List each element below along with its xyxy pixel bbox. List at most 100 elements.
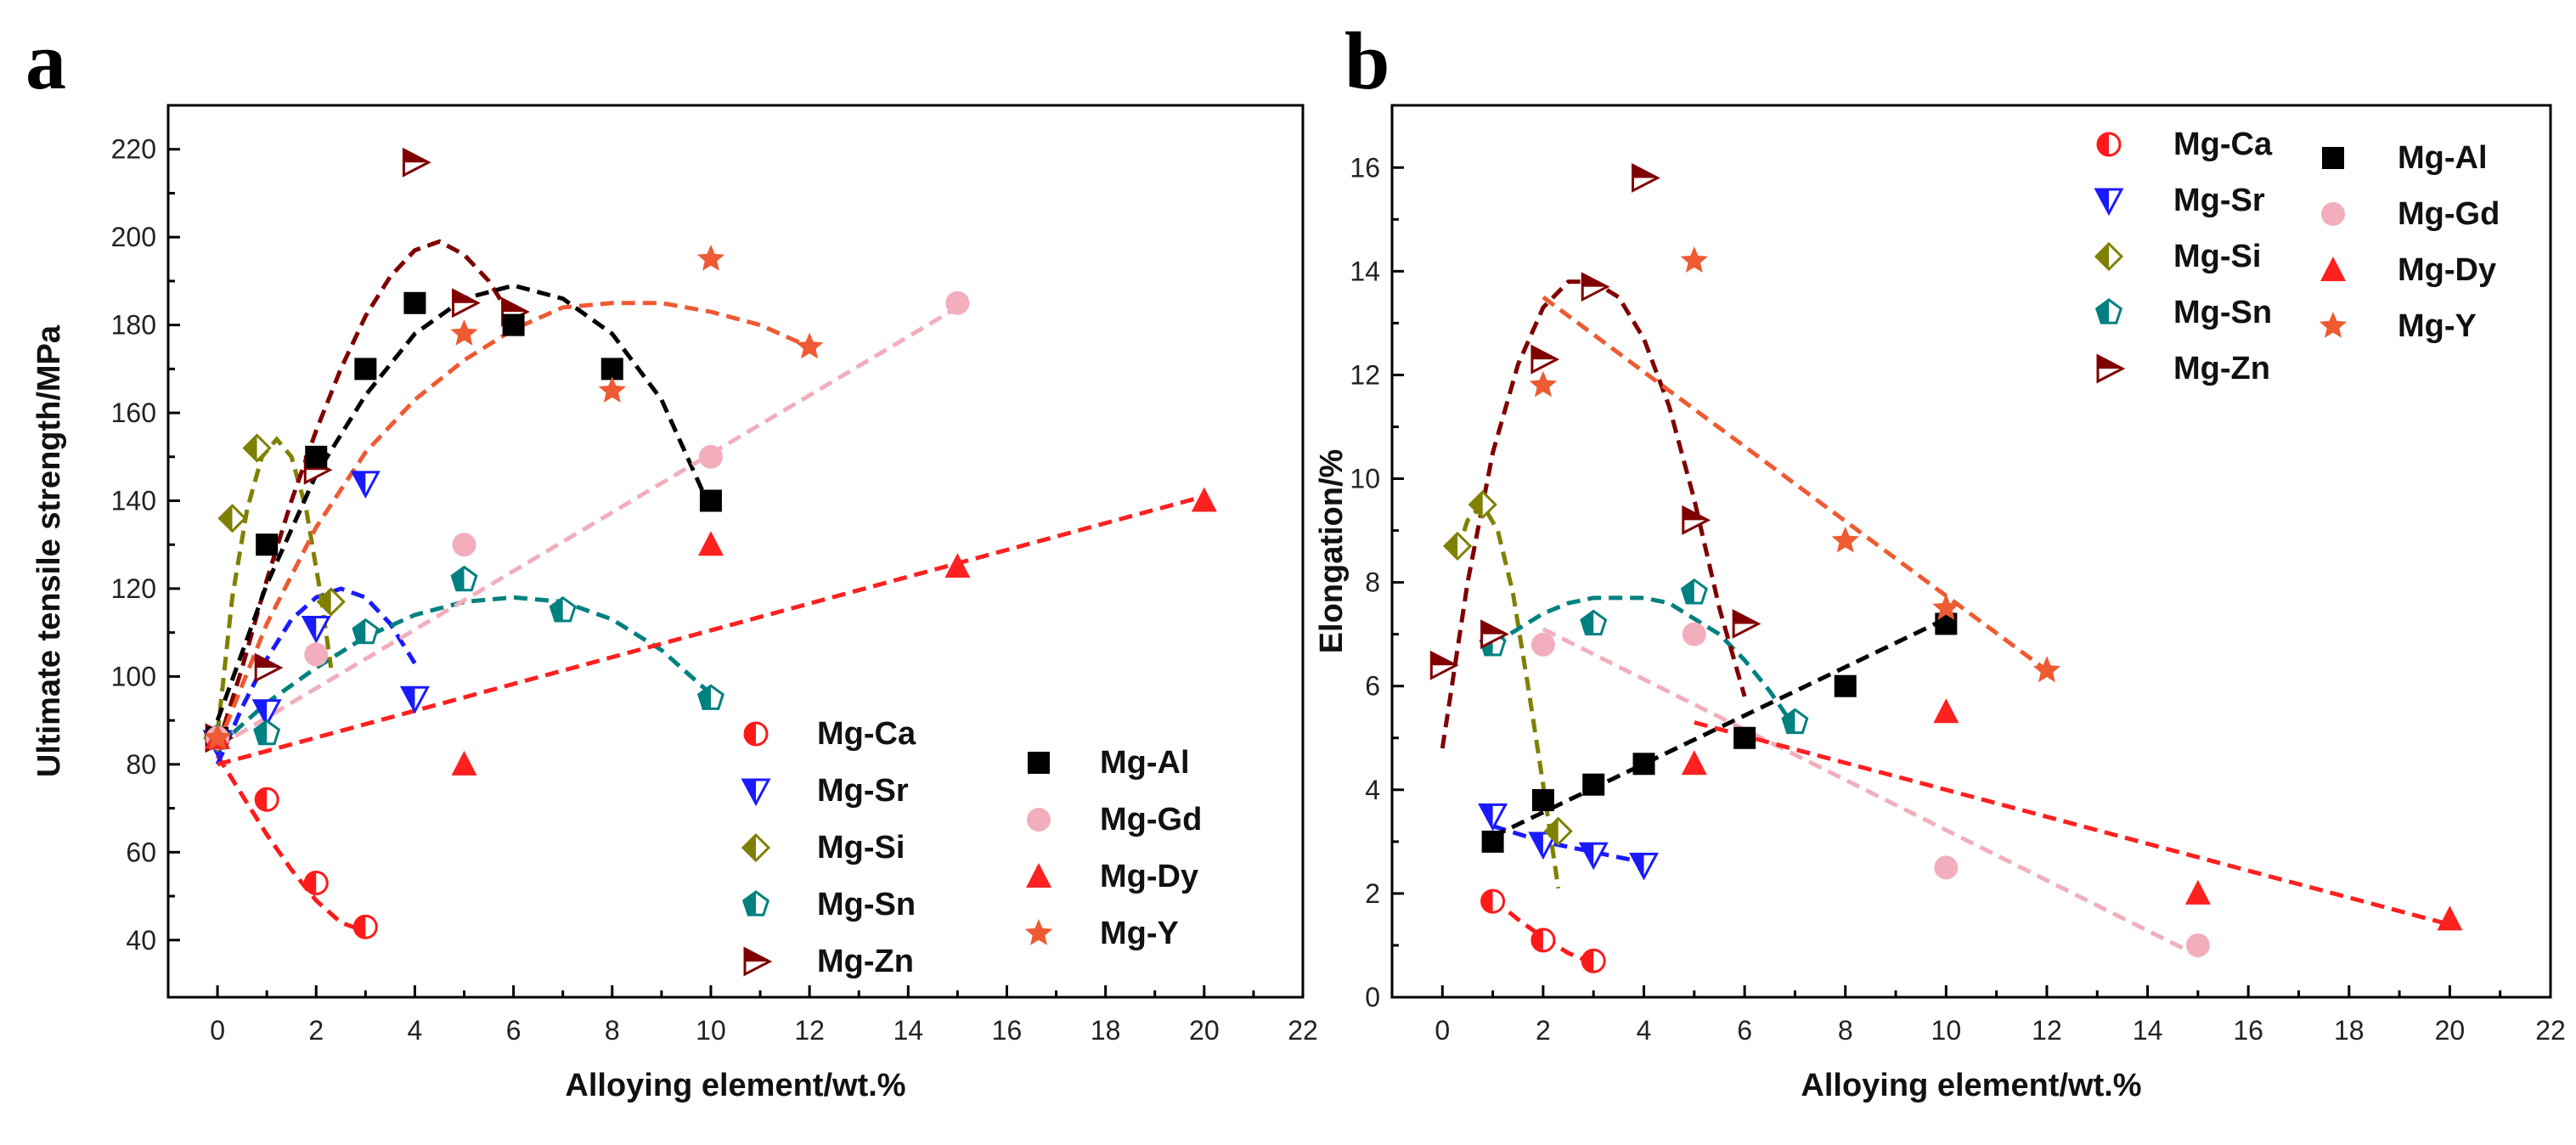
fit-curve-mg-y: [215, 301, 811, 748]
y-axis-label: Ultimate tensile strength/MPa: [31, 324, 67, 777]
x-tick-label: 12: [2032, 1015, 2062, 1046]
data-point-mg-al: [403, 291, 426, 314]
x-tick-label: 22: [1288, 1015, 1318, 1046]
plot-frame: [166, 104, 1305, 999]
legend-marker-mg-ca: [2096, 132, 2122, 157]
data-point-mg-sn: [696, 684, 724, 710]
legend: Mg-Ca Mg-Sr Mg-Si Mg-Sn Mg-Zn Mg-Al Mg-Gd Mg-Dy…: [741, 716, 1202, 979]
x-tick-label: 8: [1838, 1015, 1853, 1046]
data-point-mg-sn: [1580, 609, 1608, 636]
legend-label-mg-zn: Mg-Zn: [817, 944, 914, 979]
data-point-mg-al: [354, 358, 377, 381]
legend-marker-mg-si: [741, 832, 771, 863]
data-point-mg-al: [1531, 789, 1554, 812]
x-tick-label: 6: [506, 1015, 521, 1046]
x-tick-label: 10: [1931, 1015, 1962, 1046]
data-point-mg-si: [1442, 531, 1473, 561]
data-point-mg-al: [1834, 674, 1857, 697]
x-tick-label: 20: [2435, 1015, 2466, 1046]
data-point-mg-dy: [1933, 698, 1959, 724]
y-tick-label: 80: [126, 749, 156, 780]
data-point-mg-ca: [1480, 888, 1506, 914]
legend-label-mg-y: Mg-Y: [1100, 916, 1179, 951]
data-point-mg-zn: [1429, 650, 1459, 680]
legend-marker-mg-gd: [2321, 202, 2345, 226]
data-point-mg-dy: [451, 750, 477, 776]
data-point-mg-gd: [698, 444, 723, 469]
data-point-mg-dy: [2437, 905, 2463, 931]
data-point-mg-ca: [303, 871, 329, 896]
data-point-mg-zn: [1581, 272, 1610, 302]
data-point-mg-sn: [352, 618, 380, 645]
data-point-mg-sn: [1680, 578, 1708, 605]
x-axis-label: Alloying element/wt.%: [1801, 1068, 2141, 1103]
data-point-mg-gd: [1682, 622, 1706, 646]
data-point-mg-dy: [1681, 750, 1707, 776]
x-tick-label: 16: [2233, 1015, 2263, 1046]
data-point-mg-y: [1680, 246, 1708, 273]
x-tick-label: 2: [1536, 1015, 1551, 1046]
y-tick-label: 140: [111, 486, 156, 516]
data-point-mg-sn: [450, 565, 478, 592]
data-point-mg-al: [699, 489, 722, 512]
data-point-mg-zn: [1632, 163, 1660, 193]
data-point-mg-zn: [1682, 505, 1711, 535]
legend-marker-mg-al: [1028, 752, 1050, 774]
legend-marker-mg-al: [2322, 147, 2344, 169]
y-tick-label: 220: [111, 134, 156, 165]
legend-marker-mg-dy: [2320, 257, 2346, 281]
data-point-mg-y: [796, 332, 824, 359]
y-tick-label: 16: [1350, 152, 1380, 183]
data-point-mg-al: [1632, 753, 1655, 776]
data-point-mg-zn: [1530, 344, 1560, 375]
fit-curve-mg-gd: [216, 305, 959, 749]
data-point-mg-zn: [1732, 609, 1761, 639]
y-tick-label: 4: [1365, 775, 1380, 805]
legend-label-mg-gd: Mg-Gd: [1100, 802, 1202, 838]
legend-label-mg-sr: Mg-Sr: [817, 773, 909, 809]
legend: Mg-Ca Mg-Sr Mg-Si Mg-Sn Mg-Zn Mg-Al Mg-Gd Mg-Dy…: [2094, 127, 2500, 386]
data-point-mg-al: [1582, 773, 1605, 796]
x-tick-label: 14: [2133, 1015, 2163, 1046]
legend-label-mg-dy: Mg-Dy: [2398, 252, 2496, 288]
data-point-mg-y: [1529, 370, 1558, 398]
fit-curve-mg-ca: [1491, 897, 1595, 966]
legend-label-mg-dy: Mg-Dy: [1100, 859, 1198, 894]
plot-frame: [1390, 104, 2552, 999]
legend-marker-mg-sn: [2094, 298, 2123, 324]
legend-marker-mg-zn: [743, 946, 773, 977]
legend-marker-mg-gd: [1027, 808, 1051, 832]
data-point-mg-si: [217, 504, 247, 533]
data-point-mg-gd: [945, 290, 970, 315]
data-point-mg-gd: [1530, 632, 1555, 657]
x-tick-label: 6: [1737, 1015, 1752, 1046]
y-tick-label: 2: [1365, 878, 1380, 909]
data-point-mg-al: [256, 533, 279, 556]
fit-curve-mg-si: [215, 436, 334, 734]
data-point-mg-dy: [2184, 879, 2211, 905]
legend-marker-mg-sr: [2094, 188, 2124, 217]
data-point-mg-sn: [253, 719, 281, 746]
legend-marker-mg-zn: [2096, 353, 2126, 384]
x-tick-label: 0: [210, 1015, 225, 1046]
data-point-mg-si: [242, 433, 272, 463]
data-point-mg-dy: [944, 553, 971, 578]
data-point-mg-al: [1481, 830, 1504, 853]
data-point-mg-sr: [251, 699, 282, 727]
data-point-mg-dy: [1191, 487, 1217, 512]
data-point-mg-ca: [254, 787, 279, 812]
fit-curve-mg-y: [1542, 295, 2049, 673]
panel-b: b 0 2 4 6 8 10 12 14 16 18 20 22 0 2 4 6 8 10 12 14 16 Alloyin…: [1314, 15, 2566, 1103]
data-point-mg-sr: [301, 616, 331, 644]
fit-curve-mg-sn: [216, 595, 713, 749]
x-tick-label: 12: [794, 1015, 825, 1046]
y-tick-label: 0: [1365, 982, 1380, 1012]
legend-label-mg-sn: Mg-Sn: [2173, 295, 2272, 330]
data-point-mg-y: [1932, 594, 1960, 620]
data-point-mg-gd: [1934, 855, 1959, 880]
fit-curve-mg-sn: [1491, 595, 1797, 730]
data-point-mg-al: [502, 313, 525, 336]
panel-a: a 0 2 4 6 8 10 12 14 16 18 20 22 40 60 80 100 120 140 160 18…: [25, 15, 1318, 1103]
y-tick-label: 40: [126, 925, 156, 956]
x-tick-label: 4: [1637, 1015, 1652, 1046]
